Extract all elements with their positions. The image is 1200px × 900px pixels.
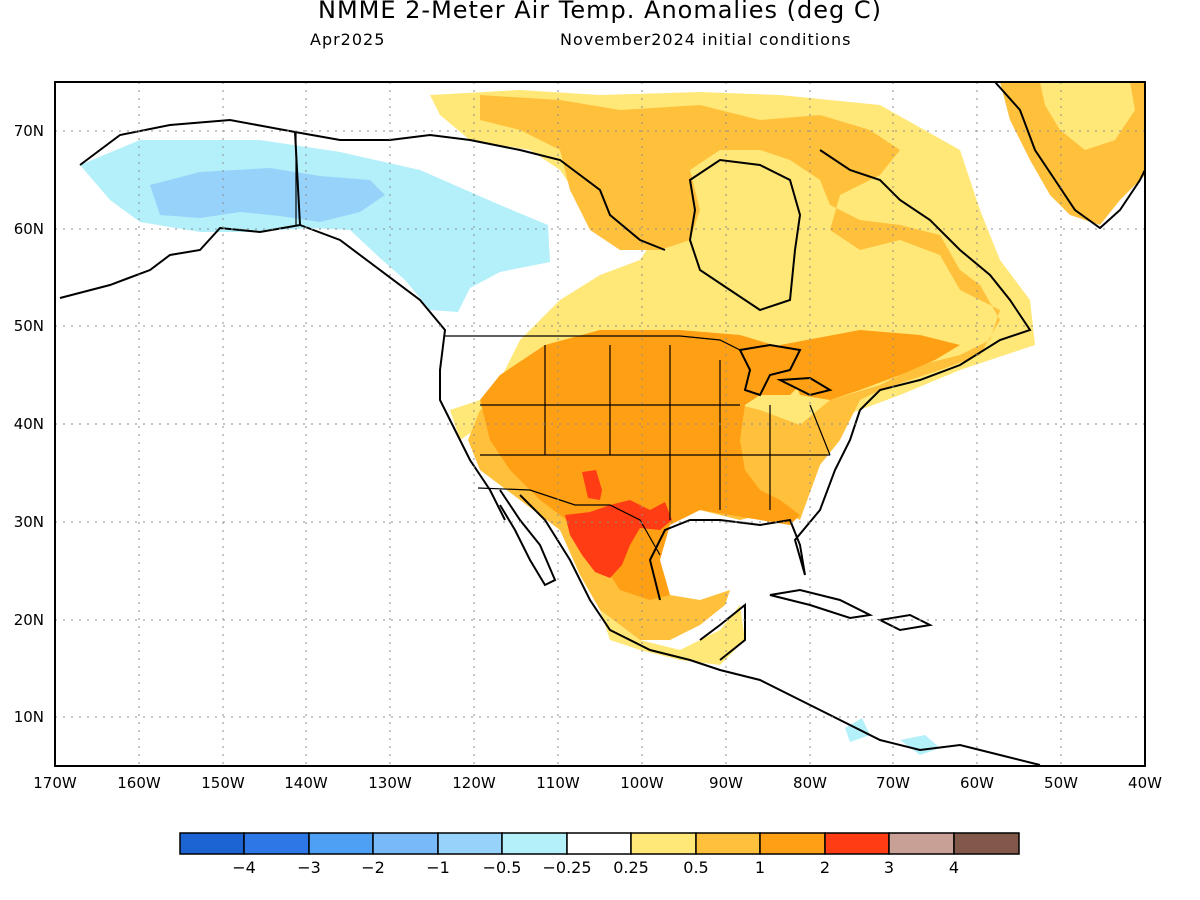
us-canada-border [445, 335, 741, 351]
colorbar-bin [953, 832, 1020, 855]
colorbar-label: 0.25 [613, 858, 649, 877]
colorbar-label: 3 [884, 858, 894, 877]
lat-label-10n: 10N [14, 708, 44, 726]
anomaly-shading [80, 82, 1145, 755]
political-borders [295, 132, 831, 556]
colder-anomaly-region [150, 168, 385, 222]
colorbar-label: −1 [426, 858, 450, 877]
colorbar-label: 2 [820, 858, 830, 877]
colorbar-label: −4 [232, 858, 256, 877]
colorbar-bin [308, 832, 374, 855]
colorbar-bin [179, 832, 245, 855]
pacific-coast [299, 224, 506, 521]
colorbar [179, 832, 1020, 855]
colorbar-bin [437, 832, 503, 855]
caribbean-cool-spot [845, 718, 870, 742]
colorbar-bin [695, 832, 761, 855]
lat-label-20n: 20N [14, 611, 44, 629]
us-mexico-border [477, 487, 661, 556]
colorbar-label: 0.5 [683, 858, 708, 877]
map-plot-area [55, 82, 1145, 766]
hot-anomaly-region [565, 500, 672, 578]
latitude-labels: 10N 20N 30N 40N 50N 60N 70N [14, 122, 44, 726]
coastlines [59, 82, 1145, 766]
colorbar-label: −3 [297, 858, 321, 877]
strong-warm-region-east [780, 330, 960, 400]
colorbar-label: −0.5 [483, 858, 522, 877]
initial-conditions: November2024 initial conditions [560, 30, 852, 49]
forecast-month: Apr2025 [310, 30, 386, 49]
strong-warm-region [480, 330, 810, 600]
longitude-labels: 170W 160W 150W 140W 130W 120W 110W 100W … [33, 774, 1162, 792]
cuba [769, 588, 874, 620]
atlantic-canada [819, 149, 1032, 411]
colorbar-bin [243, 832, 310, 855]
colorbar-label: −0.25 [542, 858, 591, 877]
yucatan [699, 602, 746, 661]
lon-label-160w: 160W [117, 774, 161, 792]
lon-label-130w: 130W [368, 774, 412, 792]
colorbar-bin [372, 832, 439, 855]
hot-anomaly-region-north [582, 470, 602, 500]
mexico-west-coast [519, 494, 1041, 766]
lon-label-90w: 90W [709, 774, 743, 792]
lon-label-70w: 70W [876, 774, 910, 792]
lat-label-50n: 50N [14, 317, 44, 335]
colorbar-bin [566, 832, 632, 855]
map-frame [54, 81, 1146, 767]
lon-label-110w: 110W [536, 774, 580, 792]
colorbar-label: −2 [361, 858, 385, 877]
chart-title: NMME 2-Meter Air Temp. Anomalies (deg C) [317, 0, 882, 24]
lat-label-30n: 30N [14, 513, 44, 531]
lon-label-170w: 170W [33, 774, 77, 792]
colorbar-bin [630, 832, 697, 855]
alaska-coast [59, 118, 302, 299]
colorbar-label: 4 [949, 858, 959, 877]
canada-arctic-coast [294, 131, 666, 251]
lon-label-50w: 50W [1044, 774, 1078, 792]
colorbar-bin [824, 832, 890, 855]
cold-anomaly-region [80, 140, 550, 312]
colorbar-bin [888, 832, 955, 855]
baja-california [499, 489, 557, 587]
colorbar-label: 1 [755, 858, 765, 877]
lat-label-60n: 60N [14, 220, 44, 238]
us-state-lines [480, 345, 831, 520]
south-america-cool-spot [900, 735, 940, 755]
lon-label-100w: 100W [620, 774, 664, 792]
lon-label-60w: 60W [960, 774, 994, 792]
hispaniola [876, 613, 934, 632]
colorbar-bin [759, 832, 826, 855]
warm-anomaly-region-mexico [600, 605, 745, 665]
gulf-coast [648, 409, 861, 601]
greenland-coast [994, 82, 1145, 230]
greenland-mild-region [1040, 82, 1135, 150]
lon-label-40w: 40W [1128, 774, 1162, 792]
lon-label-150w: 150W [201, 774, 245, 792]
hudson-bay [688, 158, 802, 312]
great-lakes [738, 343, 833, 397]
lat-label-40n: 40N [14, 415, 44, 433]
lon-label-120w: 120W [452, 774, 496, 792]
colorbar-labels: −4 −3 −2 −1 −0.5 −0.25 0.25 0.5 1 2 3 4 [232, 858, 959, 877]
lat-label-70n: 70N [14, 122, 44, 140]
colorbar-bin [501, 832, 568, 855]
lon-label-80w: 80W [793, 774, 827, 792]
lon-label-140w: 140W [284, 774, 328, 792]
graticule [55, 82, 1145, 766]
